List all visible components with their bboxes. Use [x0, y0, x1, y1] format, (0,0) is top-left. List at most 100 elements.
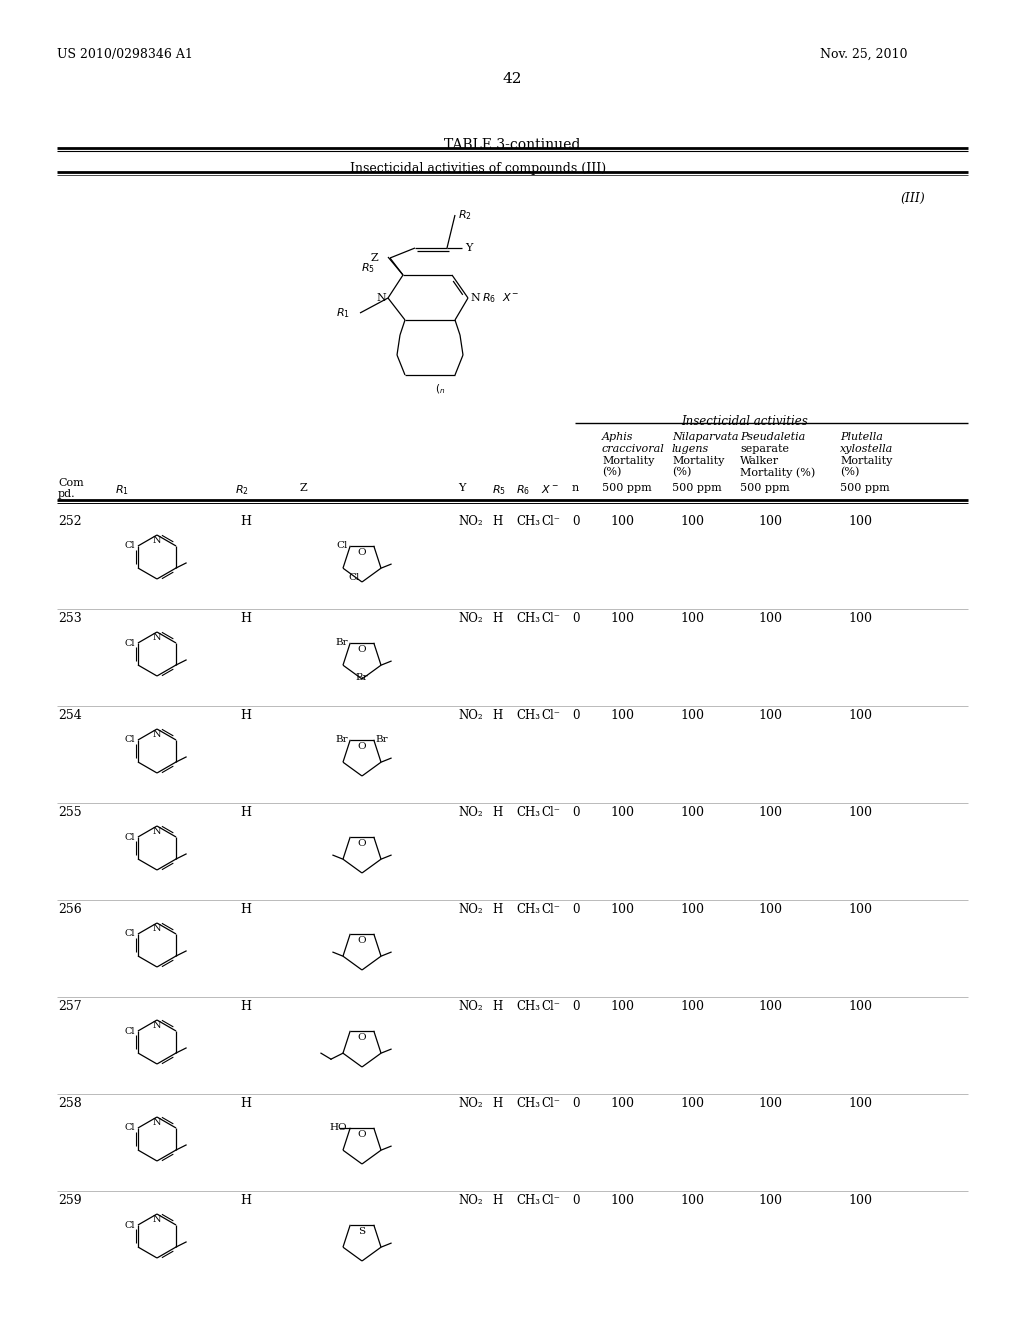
- Text: (%): (%): [840, 467, 859, 478]
- Text: NO₂: NO₂: [458, 515, 482, 528]
- Text: 100: 100: [848, 1195, 872, 1206]
- Text: H: H: [492, 807, 502, 818]
- Text: 100: 100: [758, 1195, 782, 1206]
- Text: Cl⁻: Cl⁻: [541, 1001, 560, 1012]
- Text: H: H: [492, 903, 502, 916]
- Text: 100: 100: [610, 807, 634, 818]
- Text: H: H: [492, 709, 502, 722]
- Text: 0: 0: [572, 709, 580, 722]
- Text: 100: 100: [758, 1001, 782, 1012]
- Text: Cl: Cl: [125, 833, 135, 842]
- Text: 100: 100: [758, 612, 782, 624]
- Text: 100: 100: [680, 515, 705, 528]
- Text: 0: 0: [572, 1195, 580, 1206]
- Text: 256: 256: [58, 903, 82, 916]
- Text: 100: 100: [680, 1195, 705, 1206]
- Text: $(_{n}$: $(_{n}$: [435, 381, 445, 396]
- Text: Cl: Cl: [125, 639, 135, 648]
- Text: (%): (%): [602, 467, 622, 478]
- Text: Mortality: Mortality: [840, 455, 892, 466]
- Text: n: n: [572, 483, 580, 492]
- Text: 0: 0: [572, 612, 580, 624]
- Text: Cl⁻: Cl⁻: [541, 807, 560, 818]
- Text: 0: 0: [572, 1097, 580, 1110]
- Text: 258: 258: [58, 1097, 82, 1110]
- Text: O: O: [357, 548, 367, 557]
- Text: (%): (%): [672, 467, 691, 478]
- Text: 100: 100: [610, 1195, 634, 1206]
- Text: O: O: [357, 742, 367, 751]
- Text: Cl: Cl: [125, 1027, 135, 1035]
- Text: Z: Z: [300, 483, 307, 492]
- Text: 100: 100: [680, 807, 705, 818]
- Text: HO: HO: [330, 1123, 347, 1133]
- Text: Insecticidal activities of compounds (III): Insecticidal activities of compounds (II…: [350, 162, 606, 176]
- Text: 100: 100: [610, 1001, 634, 1012]
- Text: Cl: Cl: [125, 541, 135, 550]
- Text: 500 ppm: 500 ppm: [672, 483, 722, 492]
- Text: NO₂: NO₂: [458, 709, 482, 722]
- Text: 100: 100: [680, 1097, 705, 1110]
- Text: H: H: [240, 807, 251, 818]
- Text: 100: 100: [758, 1097, 782, 1110]
- Text: 100: 100: [848, 709, 872, 722]
- Text: $R_2$: $R_2$: [234, 483, 249, 496]
- Text: $X^-$: $X^-$: [541, 483, 559, 495]
- Text: CH₃: CH₃: [516, 1195, 540, 1206]
- Text: 42: 42: [502, 73, 522, 86]
- Text: xylostella: xylostella: [840, 444, 893, 454]
- Text: $R_5$: $R_5$: [492, 483, 506, 496]
- Text: Walker: Walker: [740, 455, 779, 466]
- Text: N: N: [153, 1214, 161, 1224]
- Text: O: O: [357, 1032, 367, 1041]
- Text: 500 ppm: 500 ppm: [840, 483, 890, 492]
- Text: $R_6$: $R_6$: [516, 483, 530, 496]
- Text: NO₂: NO₂: [458, 1195, 482, 1206]
- Text: 100: 100: [680, 709, 705, 722]
- Text: H: H: [240, 1097, 251, 1110]
- Text: Cl⁻: Cl⁻: [541, 709, 560, 722]
- Text: Cl⁻: Cl⁻: [541, 515, 560, 528]
- Text: O: O: [357, 838, 367, 847]
- Text: Nov. 25, 2010: Nov. 25, 2010: [820, 48, 907, 61]
- Text: 257: 257: [58, 1001, 82, 1012]
- Text: Cl: Cl: [337, 541, 348, 550]
- Text: 100: 100: [848, 1097, 872, 1110]
- Text: 100: 100: [848, 807, 872, 818]
- Text: 259: 259: [58, 1195, 82, 1206]
- Text: 100: 100: [680, 903, 705, 916]
- Text: CH₃: CH₃: [516, 612, 540, 624]
- Text: Cl⁻: Cl⁻: [541, 612, 560, 624]
- Text: Cl⁻: Cl⁻: [541, 1195, 560, 1206]
- Text: 0: 0: [572, 807, 580, 818]
- Text: $R_1$: $R_1$: [336, 306, 350, 319]
- Text: Mortality (%): Mortality (%): [740, 467, 815, 478]
- Text: Nilaparvata: Nilaparvata: [672, 432, 738, 442]
- Text: H: H: [492, 515, 502, 528]
- Text: Cl: Cl: [125, 735, 135, 744]
- Text: $R_6$  $X^-$: $R_6$ $X^-$: [482, 292, 519, 305]
- Text: H: H: [492, 1001, 502, 1012]
- Text: 254: 254: [58, 709, 82, 722]
- Text: $R_1$: $R_1$: [115, 483, 129, 496]
- Text: Cl: Cl: [125, 1221, 135, 1229]
- Text: separate: separate: [740, 444, 790, 454]
- Text: H: H: [492, 1097, 502, 1110]
- Text: Y: Y: [458, 483, 465, 492]
- Text: Insecticidal activities: Insecticidal activities: [682, 414, 808, 428]
- Text: H: H: [240, 1195, 251, 1206]
- Text: N: N: [153, 1020, 161, 1030]
- Text: Cl: Cl: [125, 1123, 135, 1133]
- Text: Br: Br: [355, 673, 369, 682]
- Text: 100: 100: [758, 709, 782, 722]
- Text: lugens: lugens: [672, 444, 710, 454]
- Text: Z: Z: [371, 253, 378, 263]
- Text: N: N: [153, 828, 161, 836]
- Text: H: H: [240, 1001, 251, 1012]
- Text: 100: 100: [680, 1001, 705, 1012]
- Text: NO₂: NO₂: [458, 612, 482, 624]
- Text: NO₂: NO₂: [458, 903, 482, 916]
- Text: 100: 100: [610, 709, 634, 722]
- Text: CH₃: CH₃: [516, 903, 540, 916]
- Text: N: N: [470, 293, 480, 304]
